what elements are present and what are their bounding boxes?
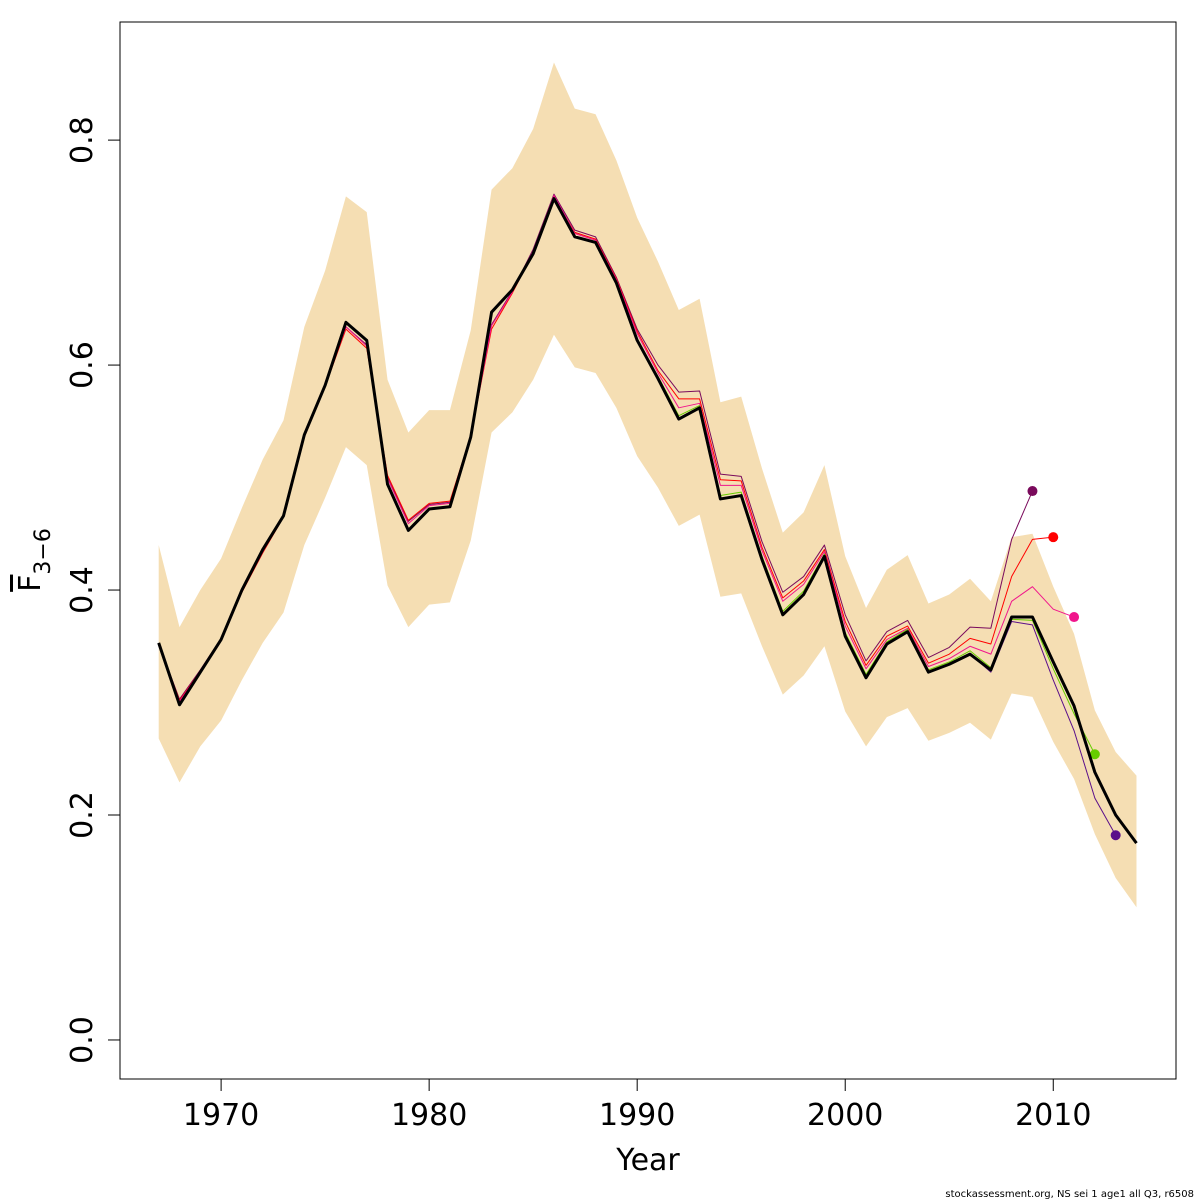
end-point <box>1069 612 1080 623</box>
y-axis-label: F3−6 <box>13 528 56 592</box>
x-tick-label: 2000 <box>807 1098 883 1133</box>
x-tick-label: 2010 <box>1015 1098 1091 1133</box>
y-tick-label: 0.0 <box>65 1016 100 1064</box>
y-label-main: F <box>13 575 48 592</box>
y-tick-label: 0.8 <box>65 116 100 164</box>
y-tick-label: 0.2 <box>65 791 100 839</box>
x-axis-label: Year <box>615 1143 680 1178</box>
plot-frame <box>119 21 1177 1080</box>
end-point <box>1027 486 1038 497</box>
y-label-subscript: 3−6 <box>31 528 56 574</box>
y-tick-label: 0.6 <box>65 341 100 389</box>
x-tick-label: 1980 <box>391 1098 467 1133</box>
end-point <box>1089 749 1100 760</box>
x-tick-label: 1990 <box>599 1098 675 1133</box>
x-tick-label: 1970 <box>183 1098 259 1133</box>
footer: stockassessment.org, NS sei 1 age1 all Q… <box>945 1189 1194 1200</box>
confidence-band <box>158 62 1137 908</box>
series-line <box>157 197 1138 845</box>
end-point <box>1048 532 1059 543</box>
end-point <box>1110 830 1121 841</box>
y-tick-label: 0.4 <box>65 566 100 614</box>
